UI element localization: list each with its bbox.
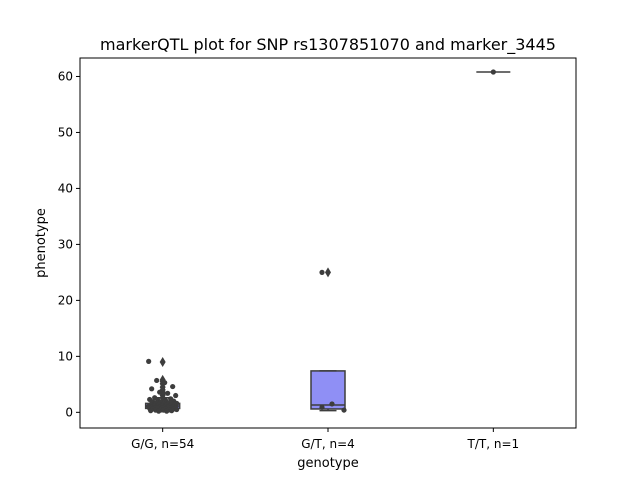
y-tick-label: 20 [58, 293, 73, 307]
chart-marks [144, 69, 511, 414]
strip-group [490, 69, 496, 75]
data-point [148, 408, 154, 414]
data-point [319, 404, 325, 410]
x-axis-label: genotype [297, 456, 358, 471]
data-point [490, 69, 496, 75]
data-point [157, 389, 163, 395]
chart-title: markerQTL plot for SNP rs1307851070 and … [100, 35, 556, 55]
y-tick-label: 60 [58, 69, 73, 83]
box-group [310, 267, 346, 412]
strip-group [319, 269, 347, 413]
strip-group [146, 358, 180, 414]
y-tick-label: 10 [58, 349, 73, 363]
data-point [165, 390, 171, 396]
outlier-marker [325, 267, 331, 278]
x-tick-label: G/T, n=4 [301, 437, 355, 451]
data-point [164, 408, 170, 414]
data-point [173, 392, 179, 399]
y-axis: 0 10 20 30 40 50 60 [58, 69, 80, 419]
data-point [329, 401, 335, 407]
data-point [162, 380, 168, 386]
data-point [154, 377, 160, 384]
y-tick-label: 50 [58, 125, 73, 139]
data-point [174, 406, 180, 413]
x-tick-label: T/T, n=1 [467, 437, 520, 451]
data-point [341, 407, 347, 413]
data-point [169, 408, 175, 414]
data-point [149, 386, 155, 392]
data-point [156, 408, 162, 414]
data-point [146, 358, 152, 364]
x-axis: G/G, n=54 G/T, n=4 T/T, n=1 [131, 428, 519, 451]
data-point [319, 269, 325, 275]
x-tick-label: G/G, n=54 [131, 437, 194, 451]
box-iqr [310, 370, 346, 410]
y-tick-label: 30 [58, 237, 73, 251]
outlier-marker [159, 356, 166, 367]
data-point [170, 383, 176, 390]
y-axis-label: phenotype [34, 208, 49, 278]
y-tick-label: 0 [65, 405, 73, 419]
y-tick-label: 40 [58, 181, 73, 195]
